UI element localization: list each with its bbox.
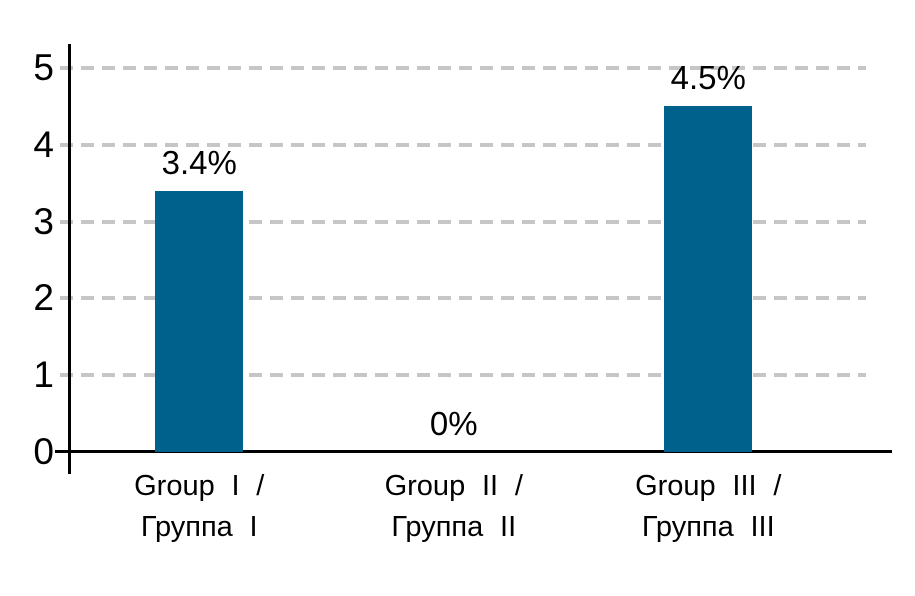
category-label: Group I / Группа I: [49, 466, 349, 548]
gridline: [60, 142, 866, 147]
y-tick-label: 0: [33, 431, 54, 472]
category-label-line: Группа I: [140, 511, 258, 543]
category-label-line: Группа III: [641, 511, 775, 543]
category-label: Group III / Группа III: [558, 466, 858, 548]
category-label-line: Group II /: [384, 470, 523, 502]
y-tick-label: 2: [33, 277, 54, 319]
bar-value-label: 4.5%: [670, 59, 746, 97]
category-label: Group II / Группа II: [304, 466, 604, 548]
y-tick-label: 4: [33, 123, 54, 165]
bar-value-label: 0%: [429, 405, 478, 442]
y-tick-label: 3: [33, 200, 54, 242]
gridline: [60, 373, 866, 378]
gridline: [60, 66, 866, 70]
category-label-line: Group I /: [134, 470, 265, 502]
bar-value-label: 3.4%: [161, 143, 237, 181]
bar: [664, 106, 753, 452]
x-axis-line: [55, 450, 892, 453]
y-axis-line: [68, 44, 71, 474]
gridline: [60, 296, 866, 301]
y-tick-label: 1: [33, 354, 54, 396]
category-label-line: Группа II: [391, 511, 517, 543]
category-label-line: Group III /: [635, 470, 782, 502]
bar: [155, 190, 244, 452]
gridline: [60, 219, 866, 224]
y-tick-label: 5: [33, 47, 54, 88]
